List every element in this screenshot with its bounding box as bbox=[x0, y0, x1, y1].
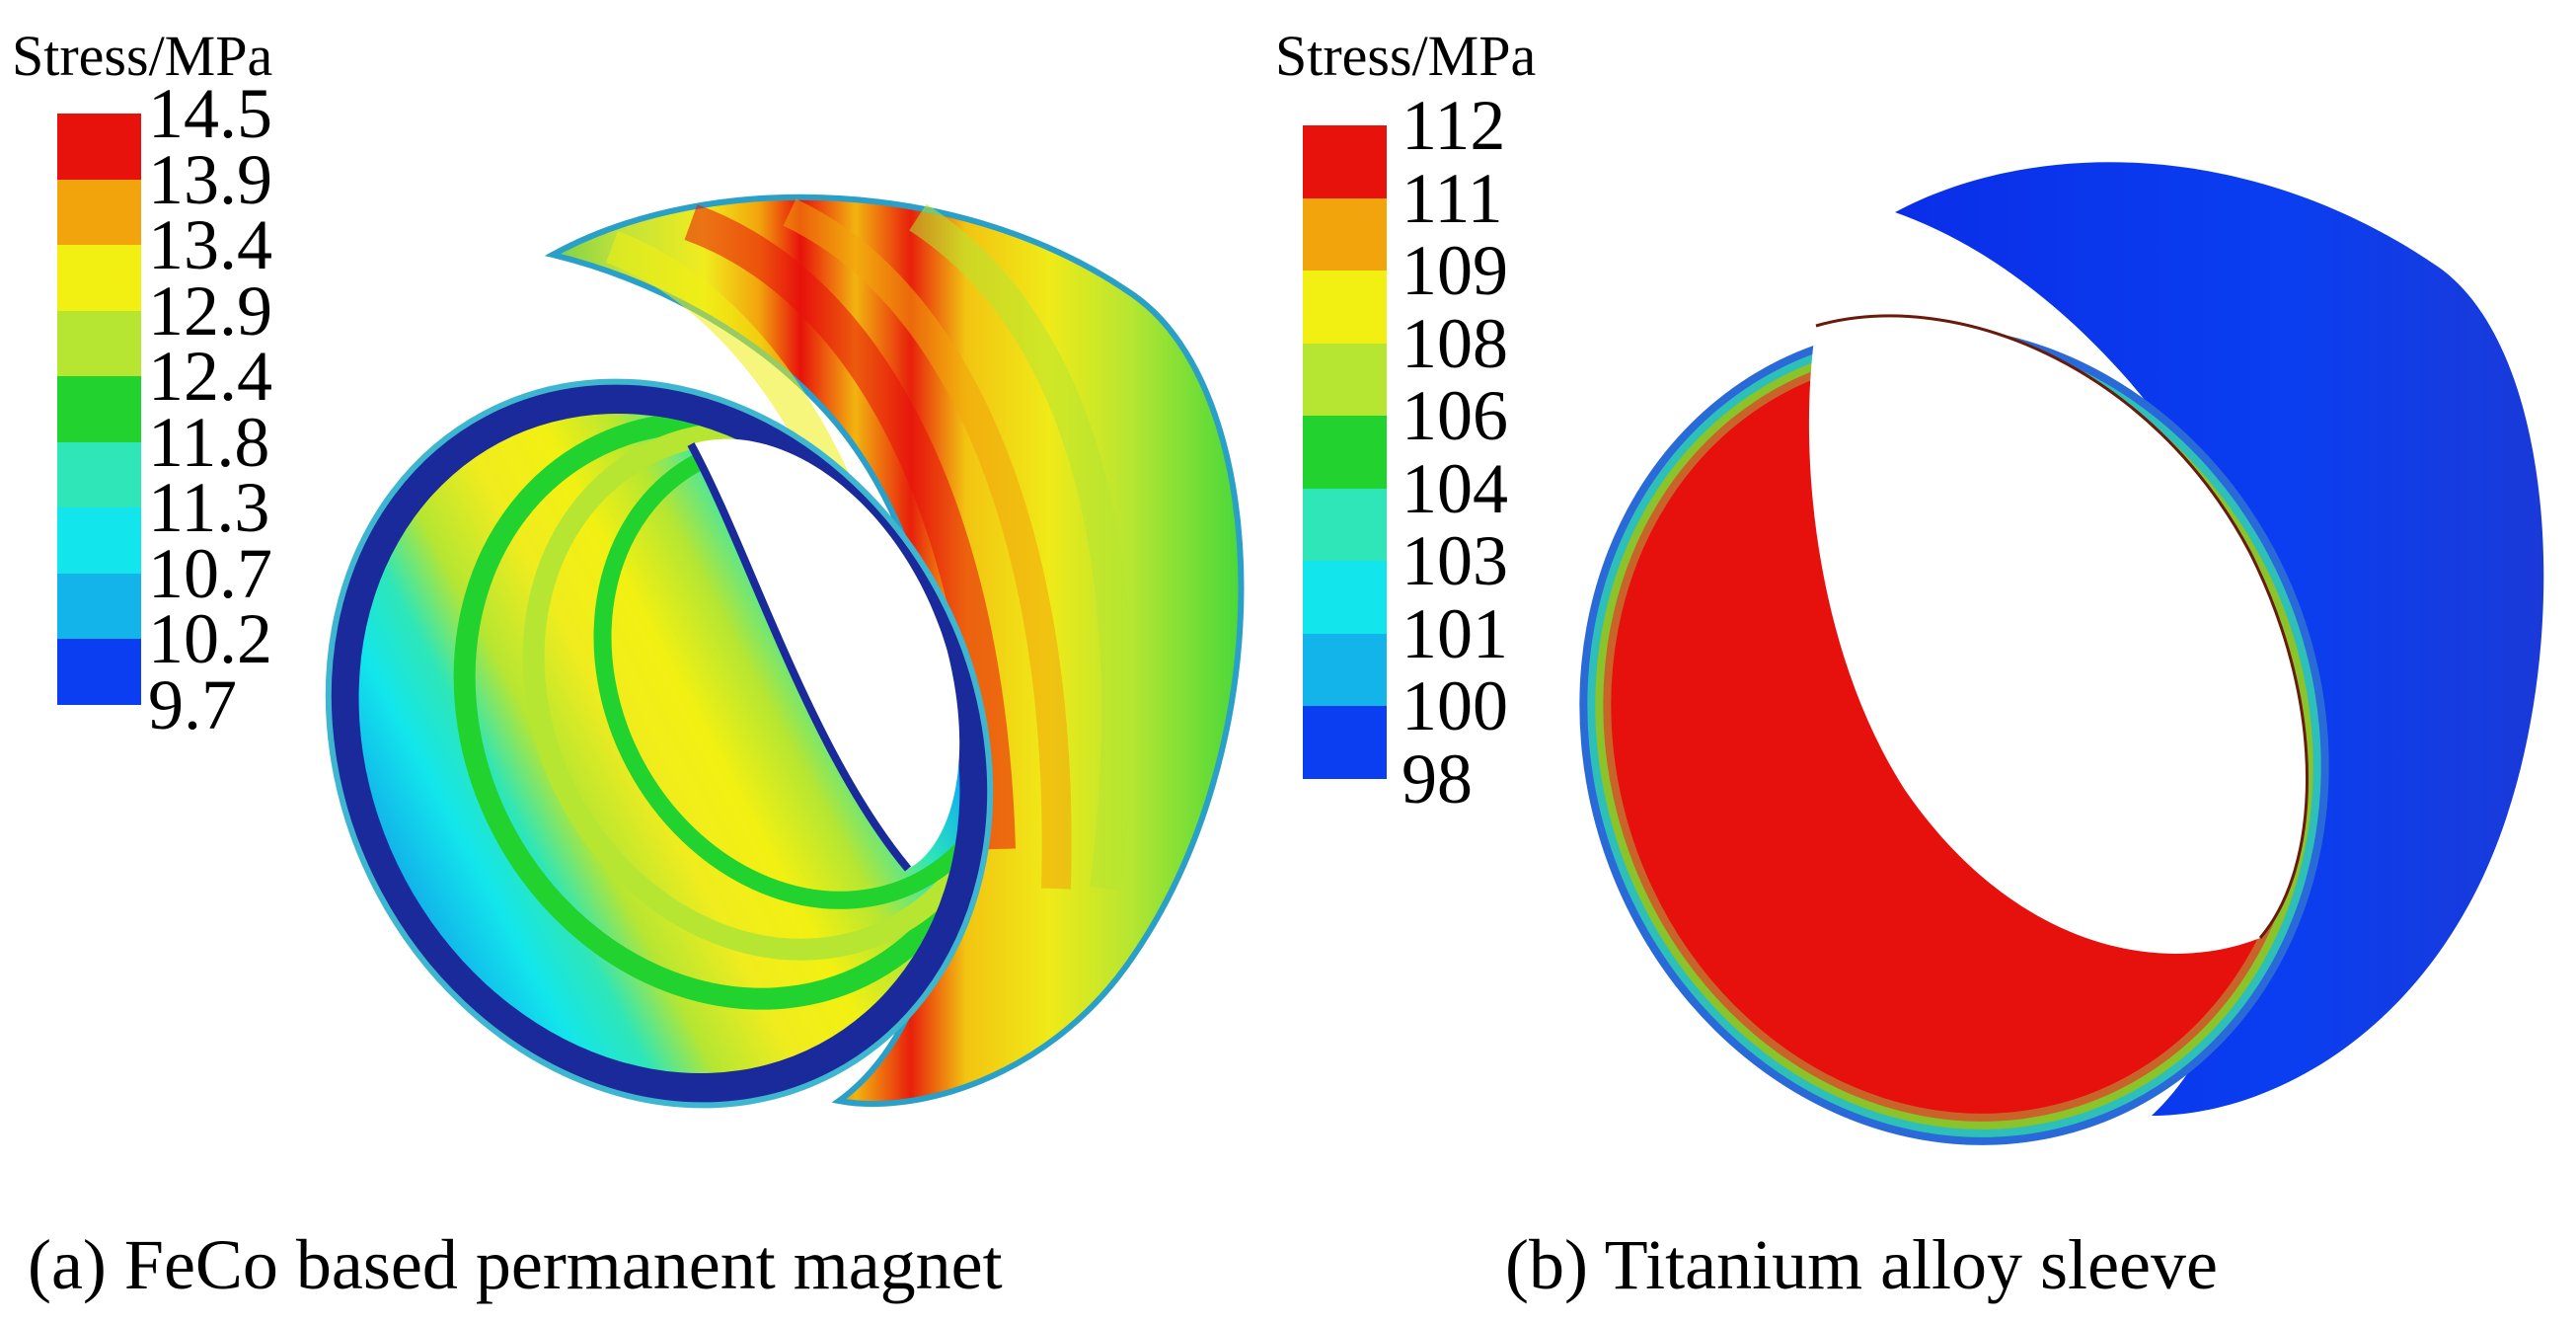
caption-b: (b) Titanium alloy sleeve bbox=[1505, 1225, 2218, 1304]
colorbar-band bbox=[57, 441, 141, 507]
colorbar-tick-label: 13.9 bbox=[148, 139, 272, 219]
colorbar-tick-label: 12.9 bbox=[148, 271, 272, 350]
colorbar-tick-label: 109 bbox=[1402, 231, 1508, 310]
colorbar bbox=[1303, 125, 1387, 779]
colorbar-band bbox=[1303, 343, 1387, 416]
colorbar-tick-label: 12.4 bbox=[148, 337, 272, 416]
colorbar-tick-label: 112 bbox=[1402, 86, 1506, 165]
colorbar bbox=[57, 114, 141, 705]
colorbar-tick-label: 11.3 bbox=[148, 468, 270, 547]
colorbar-band bbox=[57, 114, 141, 180]
sleeve-ring-contour bbox=[1579, 162, 2544, 1145]
colorbar-tick-label: 14.5 bbox=[148, 74, 272, 153]
ring-opening bbox=[691, 438, 960, 869]
colorbar-band bbox=[57, 639, 141, 705]
colorbar-title: Stress/MPa bbox=[12, 24, 273, 88]
colorbar-tick-label: 103 bbox=[1402, 521, 1508, 600]
colorbar-band bbox=[57, 573, 141, 639]
colorbar-tick-label: 101 bbox=[1402, 593, 1508, 673]
colorbar-tick-label: 13.4 bbox=[148, 205, 272, 284]
colorbar-tick-label: 10.2 bbox=[148, 599, 272, 678]
colorbar-tick-label: 104 bbox=[1402, 448, 1508, 528]
colorbar-tick-label: 11.8 bbox=[148, 402, 270, 482]
magnet-ring-contour bbox=[325, 194, 1245, 1109]
outer-surface bbox=[1895, 162, 2544, 1116]
colorbar-band bbox=[57, 507, 141, 574]
colorbar-tick-label: 106 bbox=[1402, 376, 1508, 455]
colorbar-band bbox=[1303, 197, 1387, 271]
colorbar-title: Stress/MPa bbox=[1275, 24, 1537, 88]
colorbar-band bbox=[1303, 125, 1387, 198]
colorbar-tick-label: 9.7 bbox=[148, 664, 237, 744]
colorbar-band bbox=[57, 310, 141, 376]
colorbar-band bbox=[1303, 706, 1387, 779]
colorbar-band bbox=[1303, 271, 1387, 344]
colorbar-band bbox=[1303, 633, 1387, 706]
colorbar-band bbox=[57, 376, 141, 442]
colorbar-tick-label: 100 bbox=[1402, 666, 1508, 745]
colorbar-tick-label: 10.7 bbox=[148, 533, 272, 613]
colorbar-band bbox=[57, 179, 141, 245]
panel-a: Stress/MPa 14.5 13.9 13.4 12.9 12.4 11.8 11.3 1… bbox=[0, 0, 1283, 1323]
colorbar-band bbox=[57, 245, 141, 311]
panel-b: Stress/MPa 112 111 109 108 106 104 103 101 100 98… bbox=[1263, 0, 2576, 1323]
colorbar-tick-label: 98 bbox=[1402, 739, 1473, 818]
colorbar-band bbox=[1303, 416, 1387, 489]
ring-opening bbox=[1808, 315, 2308, 954]
colorbar-band bbox=[1303, 488, 1387, 561]
colorbar-tick-label: 108 bbox=[1402, 303, 1508, 383]
caption-a: (a) FeCo based permanent magnet bbox=[28, 1225, 1003, 1304]
colorbar-tick-label: 111 bbox=[1402, 158, 1503, 238]
colorbar-band bbox=[1303, 561, 1387, 634]
